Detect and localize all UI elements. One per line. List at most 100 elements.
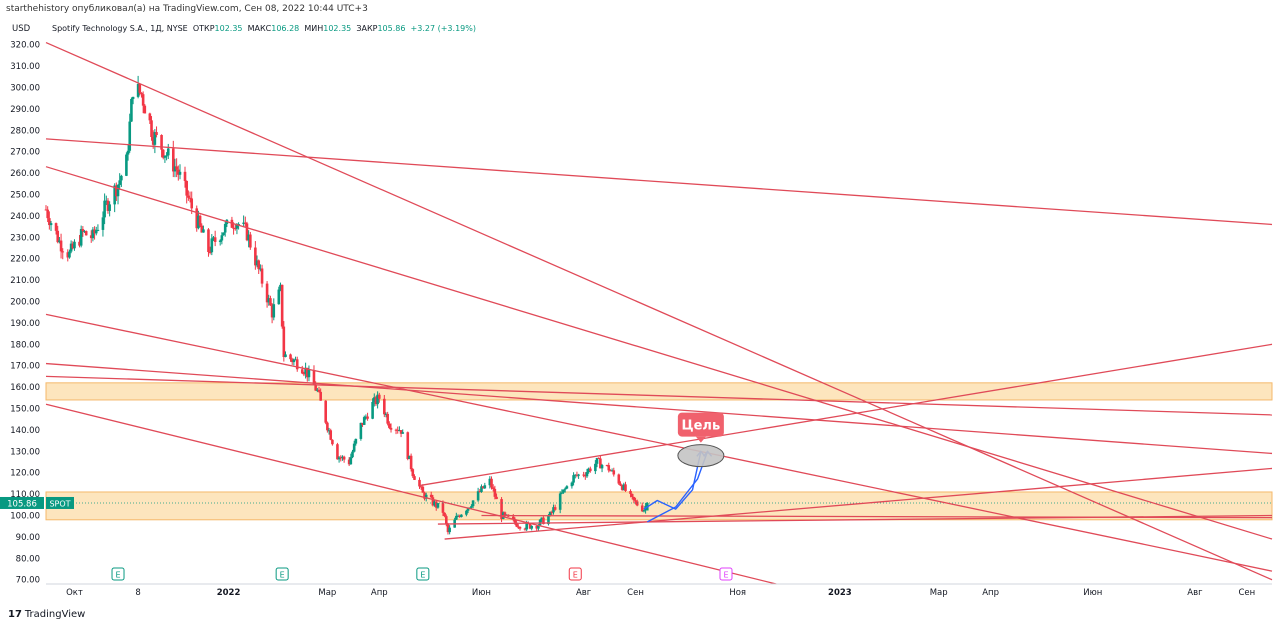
candle-body [386, 413, 389, 424]
candle-body [424, 494, 428, 499]
candle-body [620, 485, 624, 490]
candle-body [249, 234, 252, 248]
candle-body [577, 474, 580, 476]
candle-body [247, 234, 250, 241]
candle-body [185, 180, 188, 196]
x-tick-label: Мар [930, 588, 948, 598]
tradingview-brand[interactable]: 17 TradingView [8, 609, 85, 620]
candle-body [177, 169, 180, 175]
trendline [45, 375, 1273, 416]
candle-body [326, 422, 329, 431]
candle-body [46, 209, 49, 219]
candle-body [398, 430, 401, 432]
candle-body [634, 500, 637, 502]
candle-body [413, 476, 416, 480]
candle-body [408, 455, 411, 460]
y-tick-label: 260.00 [10, 169, 40, 179]
candle-body [331, 439, 334, 445]
candle-body [599, 458, 602, 469]
candle-body [371, 401, 374, 419]
candle-body [125, 154, 128, 176]
candle-body [562, 489, 565, 493]
candle-body [267, 298, 271, 303]
attribution-text: starthehistory опубликовал(а) на Trading… [6, 4, 368, 14]
candle-body [153, 132, 157, 145]
candle-body [138, 83, 142, 93]
candle-body [383, 398, 386, 415]
trendline [45, 166, 1273, 540]
candle-body [605, 465, 609, 467]
trendline [45, 403, 777, 585]
candle-body [589, 468, 592, 472]
candle-body [399, 430, 403, 434]
candle-body [456, 515, 460, 517]
y-tick-label: 110.00 [10, 490, 40, 500]
last-price-value: 105.86 [7, 499, 37, 509]
candle-body [483, 485, 487, 489]
candle-body [155, 132, 158, 135]
candle-body [444, 516, 448, 524]
candle-body [523, 528, 527, 530]
candle-body [476, 491, 480, 501]
earnings-icon: E [723, 571, 728, 580]
candle-body [409, 455, 413, 470]
candle-body [242, 222, 245, 224]
candle-body [128, 121, 132, 151]
candle-body [101, 217, 105, 230]
earnings-marker [275, 567, 289, 581]
candle-body [260, 268, 264, 284]
candle-body [352, 443, 356, 452]
y-tick-label: 160.00 [10, 383, 40, 393]
candle-body [307, 369, 311, 378]
symbol-name[interactable]: Spotify Technology S.A., 1Д, NYSE [52, 24, 188, 33]
y-tick-label: 70.00 [16, 576, 40, 586]
candle-body [200, 225, 204, 233]
candle-body [394, 429, 398, 431]
candle-body [66, 252, 70, 258]
candle-body [126, 150, 130, 155]
candle-body [68, 251, 71, 258]
candle-body [642, 510, 646, 512]
candle-body [78, 241, 81, 246]
target-ellipse [677, 444, 725, 468]
candle-body [511, 516, 515, 519]
candle-body [525, 522, 528, 530]
y-tick-label: 290.00 [10, 105, 40, 115]
candle-body [547, 516, 550, 525]
candle-body [584, 475, 587, 477]
candle-body [401, 432, 405, 434]
candle-body [488, 478, 492, 486]
candle-body [245, 223, 249, 241]
candle-body [585, 472, 589, 477]
candle-body [237, 223, 240, 225]
brand-name: TradingView [24, 609, 86, 620]
candle-body [104, 200, 108, 202]
candle-body [423, 492, 426, 499]
candle-body [131, 96, 135, 100]
candle-body [277, 289, 281, 305]
x-tick-label: Окт [66, 588, 83, 598]
candle-body [458, 515, 461, 517]
candle-body [471, 500, 475, 507]
candle-body [48, 218, 51, 226]
candle-body [612, 470, 616, 475]
y-tick-label: 250.00 [10, 191, 40, 201]
candle-body [257, 260, 261, 270]
close-value: 105.86 [377, 24, 406, 33]
candle-body [441, 503, 445, 513]
high-value: 106.28 [271, 24, 300, 33]
candle-body [406, 432, 410, 460]
candle-body [337, 457, 341, 460]
candle-body [150, 120, 153, 137]
candle-body [630, 493, 634, 497]
y-tick-label: 90.00 [16, 533, 40, 543]
candle-body [575, 474, 579, 476]
candle-body [364, 416, 368, 418]
candle-body [136, 83, 140, 97]
candle-body [235, 224, 239, 229]
y-tick-label: 230.00 [10, 233, 40, 243]
candle-body [372, 397, 376, 402]
candle-body [587, 468, 590, 473]
y-tick-label: 130.00 [10, 447, 40, 457]
